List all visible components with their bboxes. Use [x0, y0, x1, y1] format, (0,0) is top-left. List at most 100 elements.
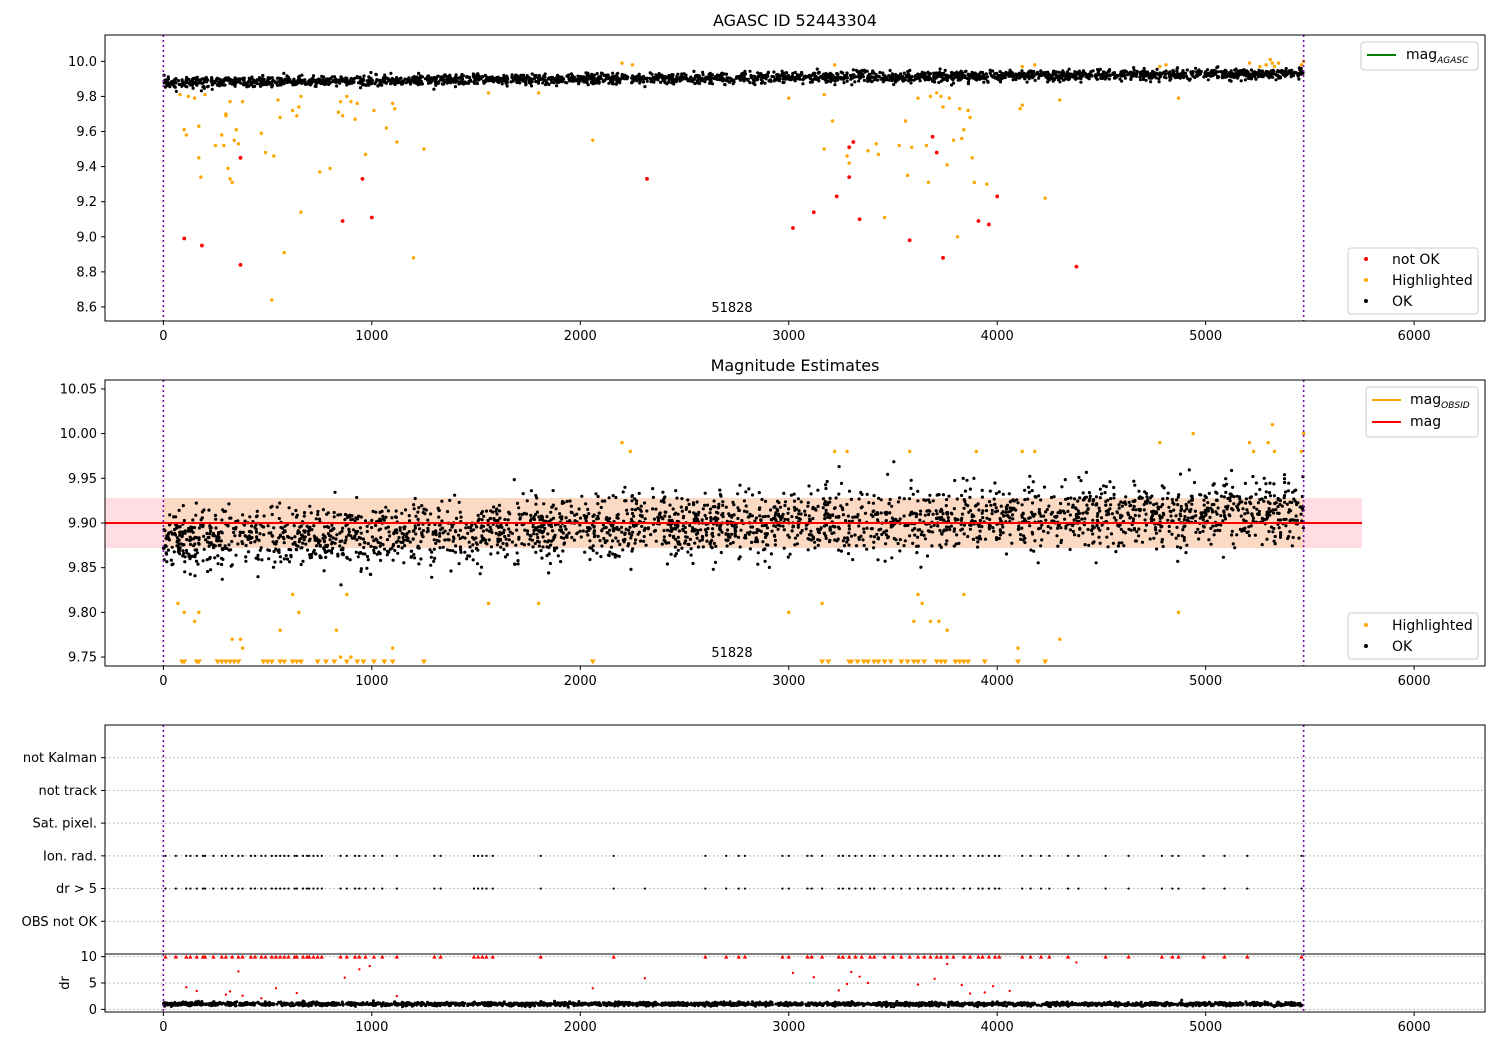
ok-point	[782, 80, 786, 84]
ok-point	[963, 70, 967, 74]
ok-point	[744, 504, 748, 508]
ok-point	[188, 83, 193, 87]
ok-point	[276, 83, 280, 87]
ok-point	[426, 518, 430, 522]
ok-point	[1272, 494, 1276, 498]
highlighted-point	[234, 128, 239, 132]
ok-point	[578, 516, 583, 520]
ok-point	[432, 538, 436, 542]
ok-point	[1214, 490, 1218, 494]
ok-point	[751, 81, 755, 85]
ok-point	[1115, 510, 1119, 514]
ok-point	[953, 478, 957, 483]
ok-point	[537, 544, 542, 548]
ok-point	[923, 78, 927, 82]
ok-point	[649, 533, 653, 537]
ok-point	[597, 81, 601, 85]
ok-point	[570, 77, 574, 81]
ok-point	[911, 541, 915, 546]
ok-point	[1138, 507, 1142, 512]
highlighted-point	[1058, 98, 1062, 102]
ok-point	[621, 490, 625, 494]
ok-point	[773, 505, 777, 509]
ok-point	[349, 76, 353, 81]
ok-point	[1216, 528, 1220, 532]
highlighted-point	[1033, 63, 1037, 67]
ok-point	[345, 556, 349, 560]
ok-point	[240, 540, 244, 544]
ok-point	[724, 505, 728, 509]
ok-point	[308, 504, 312, 508]
ok-point	[223, 83, 227, 87]
ok-point	[1010, 541, 1014, 545]
ok-point	[205, 85, 210, 89]
ok-point	[958, 75, 962, 79]
ok-point	[1100, 72, 1104, 77]
ok-point	[868, 79, 873, 83]
ok-point	[933, 80, 937, 84]
ok-point	[491, 77, 495, 81]
ok-point	[1265, 537, 1269, 541]
ok-point	[1025, 80, 1029, 84]
highlighted-point	[832, 63, 837, 67]
ok-point	[1039, 498, 1043, 502]
ok-point	[603, 539, 607, 543]
ok-point	[197, 537, 201, 542]
ok-point	[451, 539, 455, 543]
ok-point	[729, 532, 734, 536]
ok-point	[322, 540, 326, 544]
ok-point	[664, 76, 668, 80]
ok-point	[998, 533, 1003, 537]
ok-point	[616, 71, 620, 75]
ok-point	[561, 549, 565, 553]
ok-point	[605, 73, 609, 77]
ok-point	[583, 75, 588, 80]
ok-point	[1099, 516, 1104, 520]
ok-point	[353, 76, 357, 80]
ok-point	[220, 83, 224, 87]
ok-point	[1159, 505, 1163, 509]
ok-point	[747, 532, 751, 536]
ok-point	[534, 493, 538, 498]
not-ok-point	[834, 194, 839, 199]
ok-point	[228, 516, 232, 520]
ok-point	[180, 84, 184, 88]
ok-point	[806, 548, 810, 552]
ok-point	[331, 536, 335, 540]
ok-point	[1253, 533, 1257, 537]
ok-point	[404, 534, 408, 539]
ok-point	[1124, 495, 1128, 499]
ok-point	[531, 545, 535, 549]
ok-point	[1265, 73, 1269, 77]
ok-point	[310, 77, 314, 81]
ok-point	[884, 512, 888, 516]
ok-point	[881, 73, 885, 77]
ok-point	[982, 73, 986, 77]
ok-point	[483, 538, 488, 542]
ok-point	[630, 76, 634, 80]
highlighted-point	[924, 143, 929, 148]
ok-point	[853, 515, 857, 519]
ok-point	[654, 507, 658, 511]
ok-point	[487, 76, 491, 80]
ok-point	[564, 535, 568, 539]
ok-point	[826, 515, 830, 519]
ok-point	[730, 524, 734, 528]
ok-point	[183, 560, 187, 564]
ok-point	[1094, 561, 1098, 565]
ok-point	[934, 509, 938, 513]
ok-point	[679, 505, 683, 509]
ok-point	[501, 541, 505, 546]
ok-point	[395, 76, 399, 80]
ok-point	[1182, 525, 1186, 529]
ok-point	[630, 511, 635, 516]
ok-point	[741, 74, 745, 78]
ok-point	[1098, 487, 1102, 491]
ok-point	[705, 539, 709, 543]
ok-point	[330, 523, 334, 527]
ok-point	[686, 550, 690, 554]
ok-point	[1106, 545, 1110, 549]
ok-point	[432, 559, 436, 564]
ok-point	[732, 80, 736, 84]
